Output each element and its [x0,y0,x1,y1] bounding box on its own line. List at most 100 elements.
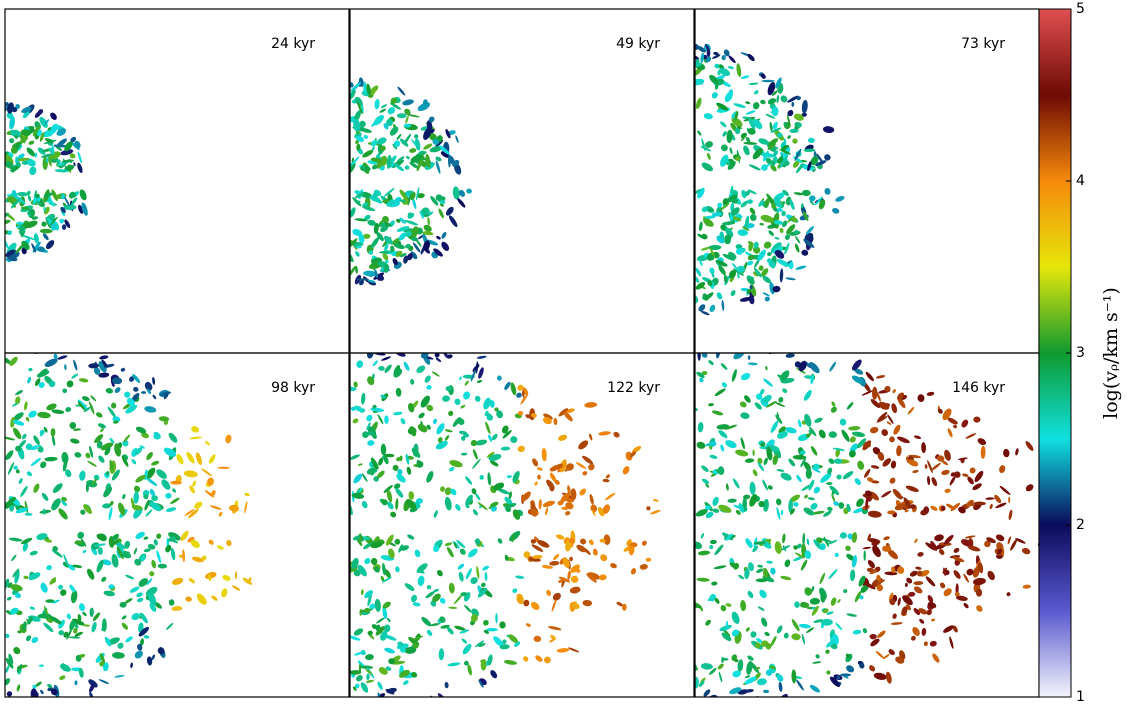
gas-filament [430,622,440,626]
gas-filament [50,428,55,437]
gas-filament [612,431,620,439]
gas-filament [403,582,415,593]
gas-filament [785,277,795,281]
gas-filament [487,472,492,485]
gas-filament [546,589,552,596]
gas-filament [503,381,512,391]
gas-filament [419,341,431,353]
gas-filament [1015,448,1020,456]
panel-label: 73 kyr [961,36,1005,52]
gas-filament [156,533,162,539]
gas-filament [717,429,729,440]
gas-filament [787,135,792,140]
gas-filament [21,433,27,440]
gas-filament [842,470,855,481]
gas-filament [736,63,742,77]
gas-filament [57,355,68,361]
gas-filament [746,260,754,266]
gas-filament [700,464,710,473]
gas-filament [582,600,592,607]
panel-label: 49 kyr [616,36,660,52]
gas-filament [27,409,38,419]
gas-filament [461,642,473,655]
gas-filament [826,482,832,485]
gas-filament [757,606,765,612]
gas-filament [856,460,865,471]
gas-filament [765,366,768,371]
gas-filament [767,484,774,491]
gas-filament [819,572,826,585]
gas-filament [697,349,701,361]
gas-filament [653,499,659,502]
gas-filament [103,590,115,597]
gas-filament [747,199,753,204]
gas-filament [23,576,28,580]
gas-filament [531,457,539,467]
gas-filament [766,560,773,563]
gas-filament [837,599,842,604]
gas-filament [810,445,819,456]
gas-filament [9,345,15,353]
gas-filament [756,568,764,574]
gas-filament [95,411,103,419]
gas-filament [361,393,366,405]
gas-filament [366,348,374,359]
gas-filament [448,214,459,228]
gas-filament [720,444,725,452]
gas-filament [812,661,821,664]
gas-filament [426,584,432,590]
gas-filament [811,605,820,617]
gas-filament [646,506,650,510]
gas-filament [482,565,490,572]
gas-filament [41,492,50,502]
gas-filament [506,475,512,479]
gas-filament [750,631,757,638]
gas-filament [171,488,176,494]
gas-filament [363,557,372,566]
gas-filament [907,406,915,415]
gas-filament [745,101,751,105]
gas-filament [836,474,842,480]
gas-filament [235,571,238,579]
gas-filament [910,635,917,642]
gas-filament [25,513,33,516]
gas-filament [426,629,434,637]
gas-filament [446,546,455,558]
gas-filament [1021,547,1031,556]
gas-filament [359,663,361,674]
colorbar-label: log(vᵨ/km s⁻¹) [1100,287,1122,419]
gas-filament [749,207,757,216]
gas-filament [728,65,735,69]
gas-filament [604,492,615,501]
gas-filament [361,500,369,509]
gas-filament [14,396,21,405]
gas-filament [952,424,957,429]
gas-filament [393,411,403,416]
gas-filament [757,564,763,568]
gas-filament [989,503,993,509]
gas-filament [852,629,861,635]
gas-filament [850,569,856,581]
gas-filament [762,292,770,297]
gas-filament [824,649,830,655]
gas-filament [794,236,801,245]
gas-filament [131,458,137,465]
gas-filament [62,224,66,230]
gas-filament [911,626,922,638]
gas-filament [792,138,799,145]
gas-filament [397,86,407,96]
gas-filament [710,91,719,100]
gas-filament [740,372,752,382]
gas-filament [381,444,387,456]
gas-filament [216,545,224,551]
gas-filament [444,434,450,441]
gas-filament [763,457,769,466]
gas-filament [831,401,837,408]
gas-filament [702,688,711,698]
gas-filament [802,190,811,196]
gas-filament [27,194,32,201]
gas-filament [397,113,407,118]
gas-filament [780,575,792,581]
gas-filament [876,374,886,379]
gas-filament [415,364,427,375]
